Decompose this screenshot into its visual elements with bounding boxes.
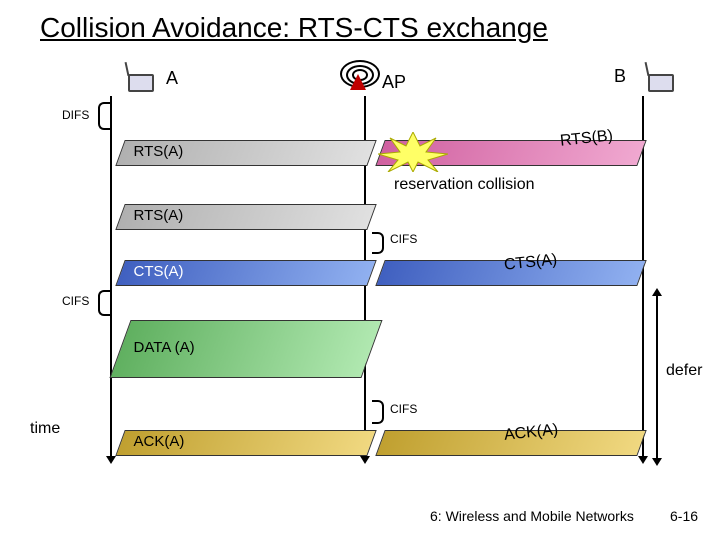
footer-page: 6-16	[670, 508, 698, 524]
cifs-brace-3	[372, 400, 384, 424]
bar-rts-a-2-label: RTS(A)	[134, 207, 184, 224]
defer-arrow	[656, 296, 658, 458]
bar-cts-a-left: CTS(A)	[115, 260, 376, 286]
footer-chapter: 6: Wireless and Mobile Networks	[430, 508, 634, 524]
device-a-icon	[120, 62, 154, 90]
ack-a-left-label: ACK(A)	[134, 433, 185, 450]
data-a-label: DATA (A)	[134, 339, 195, 356]
device-b-icon	[640, 62, 674, 90]
ap-icon	[340, 60, 370, 90]
cifs-label-3: CIFS	[390, 402, 417, 416]
node-b-label: B	[614, 66, 626, 87]
difs-label: DIFS	[62, 108, 89, 122]
cts-a-left-label: CTS(A)	[134, 263, 184, 280]
timeline-a	[110, 96, 112, 456]
time-label: time	[30, 420, 60, 438]
node-a-label: A	[166, 68, 178, 89]
defer-label: defer	[666, 362, 702, 380]
node-ap-label: AP	[382, 72, 406, 93]
bar-rts-a-1-label: RTS(A)	[134, 143, 184, 160]
difs-brace	[98, 102, 110, 130]
page-title: Collision Avoidance: RTS-CTS exchange	[40, 12, 548, 44]
cifs-label-1: CIFS	[390, 232, 417, 246]
bar-rts-a-2: RTS(A)	[115, 204, 376, 230]
bar-ack-a-left: ACK(A)	[115, 430, 376, 456]
cifs-brace-1	[372, 232, 384, 254]
cifs-brace-2	[98, 290, 110, 316]
collision-label: reservation collision	[394, 176, 535, 194]
cifs-label-2: CIFS	[62, 294, 89, 308]
bar-data-a: DATA (A)	[109, 320, 382, 378]
collision-starburst-icon	[378, 132, 448, 172]
bar-rts-a-1: RTS(A)	[115, 140, 376, 166]
